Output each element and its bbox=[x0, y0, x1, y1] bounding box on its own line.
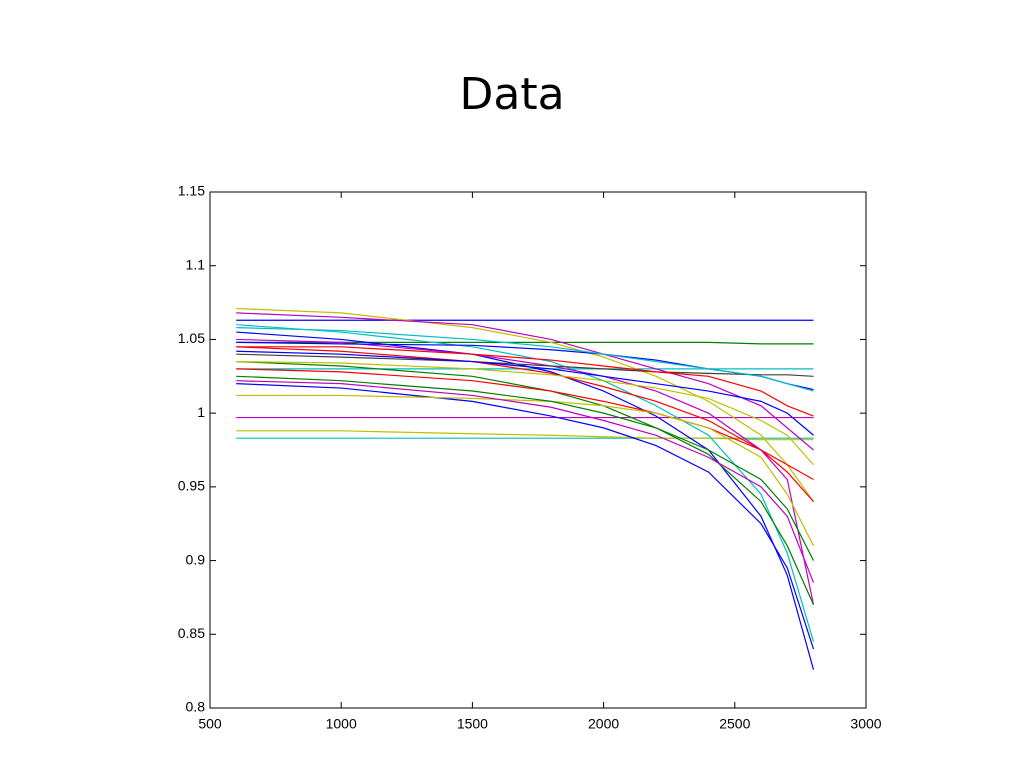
series-line bbox=[236, 324, 815, 642]
series-line bbox=[236, 346, 814, 417]
y-tick-label: 0.9 bbox=[186, 551, 206, 567]
series-line bbox=[236, 307, 815, 502]
chart-title: Data bbox=[459, 69, 564, 120]
series-line bbox=[236, 353, 814, 377]
series-line bbox=[236, 380, 815, 583]
series-line bbox=[236, 341, 814, 345]
x-tick-label: 2500 bbox=[719, 716, 750, 732]
y-tick-label: 0.95 bbox=[178, 478, 205, 494]
series-line bbox=[236, 383, 815, 650]
x-tick-label: 500 bbox=[198, 716, 222, 732]
series-line bbox=[236, 375, 815, 561]
x-tick-label: 2000 bbox=[588, 716, 619, 732]
y-tick-label: 1.05 bbox=[178, 330, 205, 346]
series-line bbox=[236, 430, 814, 441]
y-tick-label: 1.15 bbox=[178, 183, 205, 199]
x-tick-label: 1500 bbox=[457, 716, 488, 732]
series-line bbox=[236, 338, 815, 605]
series-line bbox=[236, 346, 814, 502]
series-line bbox=[236, 312, 814, 451]
x-tick-label: 1000 bbox=[326, 716, 357, 732]
series-line bbox=[236, 327, 814, 392]
y-tick-label: 1 bbox=[197, 404, 205, 420]
series-line bbox=[236, 360, 815, 606]
axes-box bbox=[209, 191, 867, 709]
series-line bbox=[236, 368, 814, 481]
y-tick-label: 0.85 bbox=[178, 625, 205, 641]
series-line bbox=[236, 394, 815, 547]
series-line bbox=[236, 360, 814, 466]
x-tick-label: 3000 bbox=[850, 716, 881, 732]
y-tick-label: 0.8 bbox=[186, 699, 206, 715]
series-line bbox=[236, 350, 814, 436]
y-tick-label: 1.1 bbox=[186, 256, 206, 272]
